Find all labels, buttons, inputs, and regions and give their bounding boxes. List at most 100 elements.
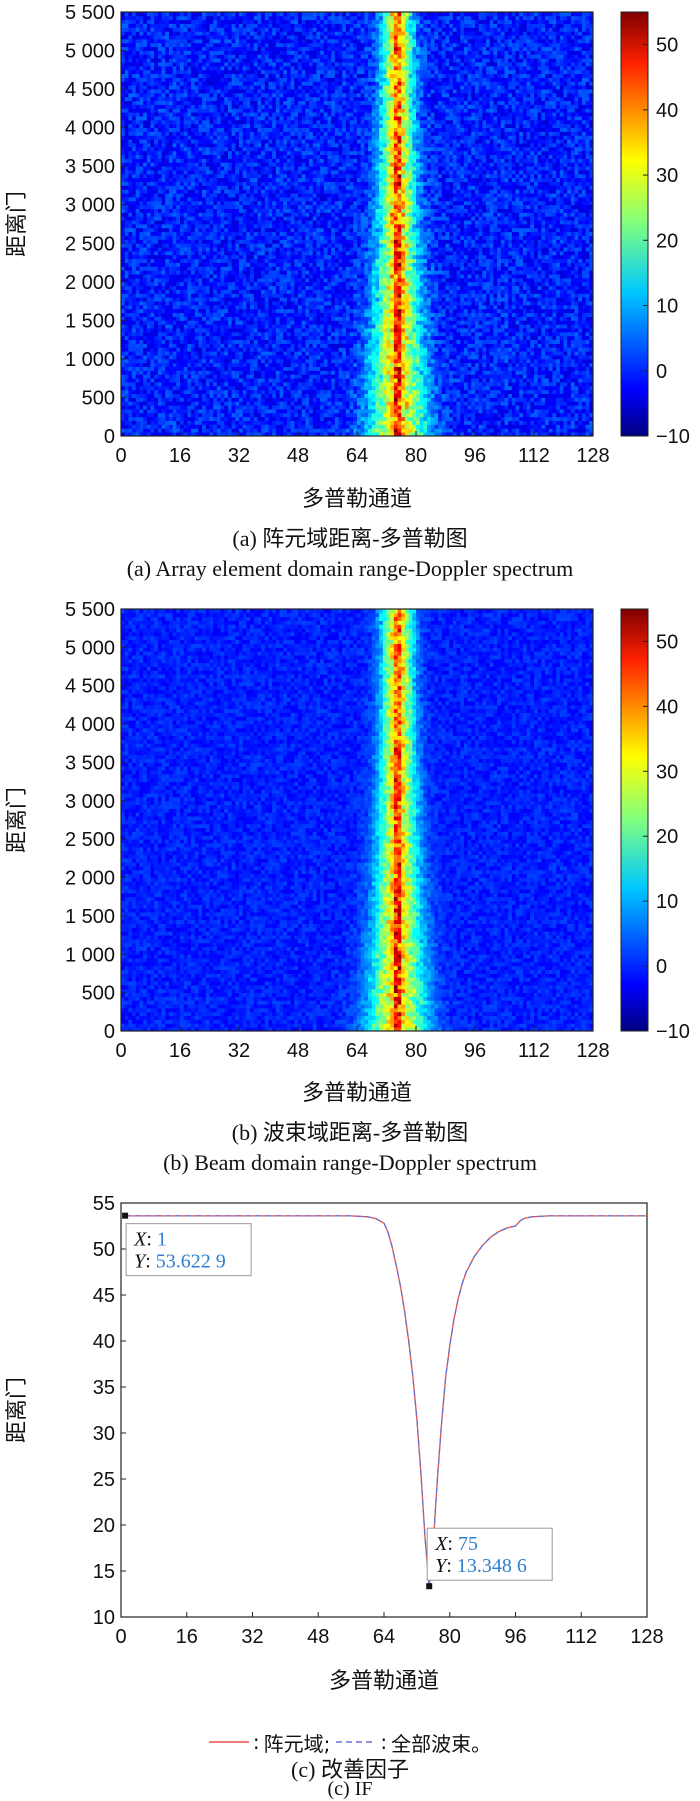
heat-cell — [390, 293, 395, 298]
heat-cell — [320, 370, 325, 375]
heat-cell — [216, 324, 221, 329]
heat-cell — [187, 428, 192, 433]
heat-cell — [449, 378, 454, 383]
heat-cell — [194, 293, 199, 298]
heat-cell — [371, 397, 376, 402]
heat-cell — [438, 358, 443, 364]
heat-cell — [456, 370, 461, 375]
heat-cell — [478, 374, 483, 379]
heat-cell — [519, 316, 524, 321]
heat-cell — [386, 335, 391, 341]
heat-cell — [146, 293, 151, 298]
heat-cell — [334, 370, 339, 375]
heat-cell — [290, 362, 295, 368]
heat-cell — [227, 409, 233, 414]
heat-cell — [165, 308, 170, 314]
heat-cell — [460, 289, 465, 294]
heat-cell — [135, 316, 140, 321]
heat-cell — [338, 285, 343, 290]
heat-cell — [298, 385, 303, 391]
heat-cell — [526, 358, 531, 364]
heat-cell — [279, 301, 284, 306]
heat-cell — [143, 358, 148, 364]
heat-cell — [168, 389, 174, 394]
heat-cell — [504, 374, 509, 379]
heat-cell — [272, 358, 277, 364]
heat-cell — [312, 335, 317, 341]
heat-cell — [397, 304, 402, 310]
heat-cell — [275, 424, 280, 429]
heat-cell — [493, 424, 498, 429]
heat-cell — [390, 378, 395, 383]
heat-cell — [578, 374, 583, 379]
heat-cell — [187, 355, 192, 360]
heat-cell — [460, 385, 465, 391]
heat-cell — [146, 285, 151, 290]
heat-cell — [220, 301, 225, 306]
heat-cell — [286, 382, 292, 387]
heat-cell — [559, 405, 564, 410]
heat-cell — [143, 362, 148, 368]
heat-cell — [556, 397, 561, 402]
heat-cell — [463, 409, 469, 414]
heat-cell — [519, 297, 524, 302]
heat-cell — [294, 324, 299, 329]
heat-cell — [235, 297, 240, 302]
heat-cell — [486, 293, 491, 298]
heat-cell — [154, 355, 159, 360]
heat-cell — [205, 432, 210, 437]
heat-cell — [456, 308, 461, 314]
heat-cell — [508, 335, 513, 341]
heat-cell — [298, 347, 303, 352]
heat-cell — [585, 358, 590, 364]
heat-cell — [552, 339, 557, 344]
heat-cell — [364, 428, 369, 433]
heat-cell — [146, 393, 151, 398]
heat-cell — [430, 382, 435, 387]
heat-cell — [320, 339, 325, 344]
heat-cell — [522, 289, 528, 294]
heat-cell — [250, 405, 255, 410]
heat-cell — [316, 409, 321, 414]
heat-cell — [530, 401, 535, 406]
heat-cell — [486, 378, 491, 383]
heat-cell — [508, 393, 513, 398]
heat-cell — [456, 328, 461, 333]
heat-cell — [239, 335, 244, 341]
heat-cell — [349, 324, 354, 329]
heat-cell — [416, 432, 421, 437]
heat-cell — [275, 420, 280, 425]
heat-cell — [441, 297, 446, 302]
heat-cell — [121, 289, 126, 294]
heat-cell — [578, 297, 583, 302]
heat-cell — [375, 285, 380, 290]
heat-cell — [342, 362, 347, 368]
heat-cell — [360, 420, 365, 425]
heat-cell — [180, 401, 185, 406]
heat-cell — [198, 424, 203, 429]
heat-cell — [283, 409, 288, 414]
heat-cell — [334, 289, 339, 294]
heat-cell — [183, 351, 188, 356]
heat-cell — [364, 412, 369, 418]
heat-cell — [371, 385, 376, 391]
heat-cell — [261, 320, 266, 325]
heat-cell — [493, 289, 498, 294]
heat-cell — [305, 358, 310, 364]
heat-cell — [489, 312, 494, 317]
heat-cell — [589, 355, 594, 360]
heat-cell — [257, 409, 262, 414]
heat-cell — [161, 405, 166, 410]
heat-cell — [320, 382, 325, 387]
heat-cell — [323, 301, 328, 306]
heat-cell — [264, 335, 269, 341]
heat-cell — [548, 432, 553, 437]
heat-cell — [279, 335, 284, 341]
heat-cell — [441, 366, 446, 371]
heat-cell — [323, 343, 328, 348]
heat-cell — [416, 316, 421, 321]
heat-cell — [574, 362, 579, 368]
heat-cell — [430, 397, 435, 402]
heat-cell — [419, 343, 424, 348]
heat-cell — [519, 382, 524, 387]
